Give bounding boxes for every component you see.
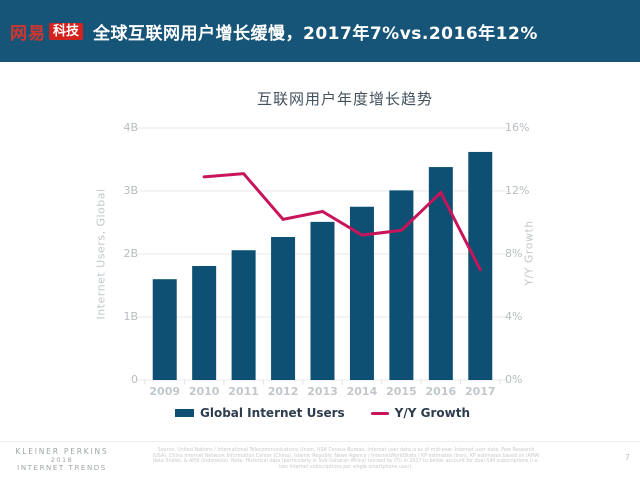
kleiner-perkins-brand: KLEINER PERKINS 2018 INTERNET TRENDS: [8, 447, 116, 473]
year-label: 2011: [228, 385, 259, 398]
slide-title: 全球互联网用户增长缓慢，2017年7%vs.2016年12%: [93, 23, 538, 44]
year-label: 2014: [346, 385, 378, 398]
bar-swatch-icon: [175, 409, 194, 417]
left-tick-label: 0: [131, 373, 138, 386]
source-note: Source: United Nations / International T…: [152, 448, 540, 471]
bar-2009: [152, 279, 177, 380]
brand-line: INTERNET TRENDS: [17, 464, 107, 472]
left-tick-label: 4B: [123, 121, 138, 134]
line-swatch-icon: [370, 411, 389, 415]
legend-item-line: Y/Y Growth: [370, 406, 470, 420]
page-number: 7: [624, 453, 630, 462]
brand-line: 2018: [50, 456, 74, 464]
bar-2011: [231, 250, 256, 380]
year-label: 2016: [425, 385, 457, 398]
bar-2016: [428, 167, 453, 380]
right-tick-label: 12%: [505, 184, 530, 197]
legend-item-bars: Global Internet Users: [175, 406, 345, 420]
left-tick-label: 1B: [123, 310, 138, 323]
netease-tech-logo: 网易 科技: [10, 19, 84, 44]
bar-2013: [310, 221, 335, 380]
footer-divider: [0, 441, 640, 442]
left-tick-label: 2B: [123, 247, 138, 260]
legend-label-bars: Global Internet Users: [200, 406, 345, 420]
tech-logo-badge: 科技: [49, 22, 84, 40]
bar-2015: [389, 190, 414, 380]
growth-line: [202, 172, 482, 272]
right-tick-label: 16%: [505, 121, 530, 134]
year-label: 2009: [149, 385, 181, 398]
header-bar: 网易 科技 全球互联网用户增长缓慢，2017年7%vs.2016年12%: [0, 0, 640, 62]
netease-logo-text: 网易: [10, 23, 46, 44]
right-tick-label: 8%: [505, 247, 523, 260]
year-label: 2013: [307, 385, 338, 398]
bar-2010: [192, 265, 217, 380]
year-label: 2015: [386, 385, 417, 398]
year-label: 2012: [267, 385, 299, 398]
right-tick-label: 4%: [505, 310, 523, 323]
chart-legend: Global Internet Users Y/Y Growth: [145, 406, 500, 420]
year-label: 2010: [188, 385, 220, 398]
year-label: 2017: [464, 385, 496, 398]
left-tick-label: 3B: [123, 184, 138, 197]
chart-title: 互联网用户年度增长趋势: [256, 90, 433, 108]
legend-label-line: Y/Y Growth: [394, 406, 470, 420]
brand-line: KLEINER PERKINS: [15, 447, 109, 456]
right-tick-label: 0%: [505, 373, 523, 386]
bar-2012: [271, 236, 296, 380]
bar-2017: [468, 151, 493, 380]
